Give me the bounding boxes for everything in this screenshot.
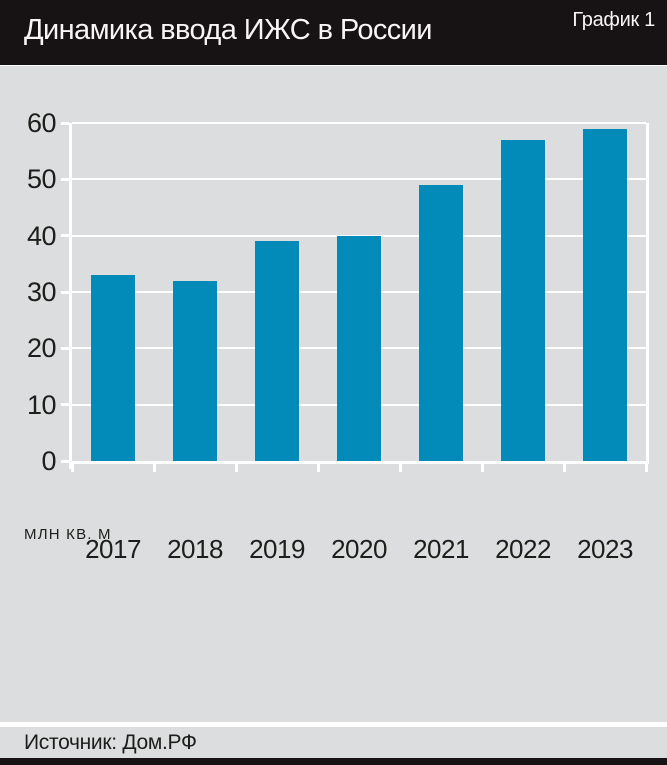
chart-header: Динамика ввода ИЖС в России График 1	[0, 0, 667, 65]
x-tick-4	[398, 464, 402, 472]
y-axis-line	[69, 123, 72, 469]
x-tick-0	[70, 464, 74, 472]
bar-2017	[91, 275, 135, 461]
y-tick-10	[61, 403, 69, 407]
x-axis-label-2022: 2022	[495, 534, 551, 564]
gridline-60	[72, 122, 646, 124]
bar-2019	[255, 241, 299, 461]
x-axis-label-2019: 2019	[249, 534, 305, 564]
x-axis-label-2018: 2018	[167, 534, 223, 564]
bar-2018	[173, 280, 217, 461]
chart-number-label: График 1	[572, 9, 655, 31]
x-axis-label-2020: 2020	[331, 534, 387, 564]
bar-2022	[501, 139, 545, 461]
divider	[0, 722, 667, 727]
bottom-bar	[0, 758, 667, 765]
x-axis-line	[69, 461, 649, 464]
y-axis-label-0: 0	[41, 446, 56, 476]
plot-right-border	[646, 123, 649, 461]
x-axis-labels: 2017 2018 2019 2020 2021 2022 2023	[72, 534, 646, 564]
y-tick-40	[61, 234, 69, 238]
y-axis-label-50: 50	[26, 164, 57, 195]
x-tick-1	[152, 464, 156, 472]
x-tick-7	[644, 464, 648, 472]
gridline-50	[72, 178, 646, 181]
y-axis-label-60: 60	[26, 108, 57, 138]
bar-2020	[337, 235, 381, 461]
x-tick-6	[562, 464, 566, 472]
y-axis-label-10: 10	[26, 389, 57, 420]
page-title: Динамика ввода ИЖС в России	[24, 14, 432, 46]
x-tick-3	[316, 464, 320, 472]
y-tick-30	[61, 290, 69, 294]
y-axis-labels: 0 10 20 30 40 50 60	[0, 109, 57, 475]
source-label: Источник: Дом.РФ	[24, 731, 197, 754]
x-axis-label-2023: 2023	[577, 534, 633, 564]
y-tick-50	[61, 177, 69, 181]
x-tick-5	[480, 464, 484, 472]
y-axis-label-20: 20	[26, 333, 57, 364]
source-band: Источник: Дом.РФ	[0, 727, 667, 758]
bar-2021	[419, 184, 463, 461]
plot-area	[61, 121, 649, 472]
bar-2023	[583, 128, 627, 461]
y-tick-60	[61, 121, 69, 125]
x-tick-2	[234, 464, 238, 472]
x-axis-label-2021: 2021	[413, 534, 469, 564]
chart-panel: 0 10 20 30 40 50 60 2017 2018 2019 2020 2021 2022 20…	[0, 66, 667, 722]
y-axis-label-40: 40	[26, 220, 57, 251]
y-axis-label-30: 30	[26, 277, 57, 307]
y-tick-20	[61, 346, 69, 350]
x-axis-label-2017: 2017	[85, 534, 141, 564]
y-tick-0	[61, 459, 69, 463]
y-axis-unit-label: млн кв. м	[24, 526, 112, 543]
